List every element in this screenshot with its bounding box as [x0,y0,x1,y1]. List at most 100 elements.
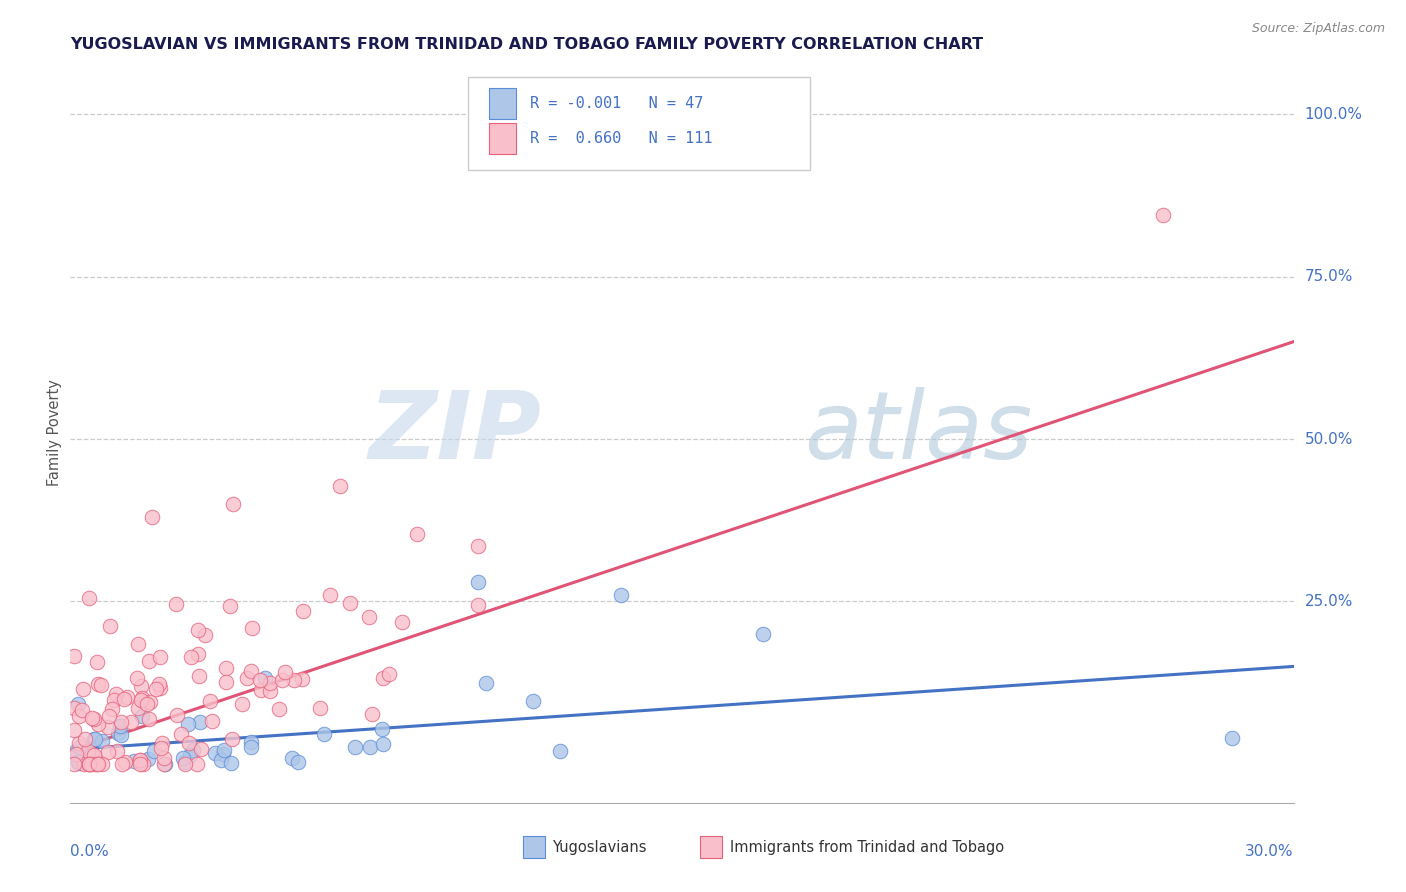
Point [76,744,98,758]
Text: 0.0%: 0.0% [70,844,110,858]
Point [138,654,160,668]
Point [269,702,291,716]
Text: 75.0%: 75.0% [1305,269,1353,285]
Point [378,667,401,681]
Point [125,671,148,685]
Point [180,649,202,664]
Point [127,637,149,651]
Point [319,588,342,602]
Point [97,720,120,734]
Point [67,756,90,770]
Text: atlas: atlas [804,387,1032,478]
Point [188,714,211,729]
Point [177,716,200,731]
Point [467,539,489,553]
Point [110,715,132,730]
Point [188,669,211,683]
Point [136,751,159,765]
Point [77,745,100,759]
Point [87,756,110,771]
Point [86,655,108,669]
Point [127,701,149,715]
Point [136,697,159,711]
Point [128,753,150,767]
Point [104,687,127,701]
Point [63,649,86,664]
Point [172,751,194,765]
Point [173,755,195,769]
Point [329,479,352,493]
Point [187,624,209,638]
Point [209,753,232,767]
Point [115,690,138,704]
Point [145,681,167,696]
Point [97,708,120,723]
Point [90,734,112,748]
Point [259,684,281,698]
Point [75,732,97,747]
Point [177,736,200,750]
Point [186,756,208,771]
Bar [523,836,546,858]
Point [77,756,100,771]
Point [1220,731,1243,745]
Point [110,728,132,742]
Point [131,691,153,706]
Point [65,743,87,757]
Point [148,677,170,691]
Point [391,615,413,629]
Point [86,717,108,731]
Point [138,695,160,709]
FancyBboxPatch shape [468,78,810,169]
Point [752,627,775,641]
Point [287,755,309,769]
Point [249,673,271,687]
Point [134,695,156,709]
Bar [700,836,723,858]
Point [153,756,176,771]
Text: Source: ZipAtlas.com: Source: ZipAtlas.com [1251,22,1385,36]
Point [219,599,242,613]
Bar [489,87,516,119]
Point [132,695,155,709]
Point [283,673,305,687]
Point [467,598,489,612]
Point [107,726,129,740]
Point [77,591,100,605]
Point [77,756,100,771]
Point [222,497,245,511]
Point [201,714,224,728]
Point [271,673,294,688]
Point [105,744,128,758]
Point [120,714,142,729]
Point [143,744,166,758]
Point [122,754,145,768]
Point [66,697,89,711]
Point [141,510,163,524]
Point [221,731,243,746]
Point [86,756,108,771]
Point [63,700,86,714]
Point [308,701,330,715]
Point [69,740,91,755]
Point [79,756,101,771]
Point [114,756,136,770]
Point [359,739,381,754]
Point [240,740,263,755]
Point [239,735,262,749]
Point [112,692,135,706]
Point [153,751,176,765]
Point [371,671,394,685]
Point [149,649,172,664]
Text: R = -0.001   N = 47: R = -0.001 N = 47 [530,95,703,111]
Text: YUGOSLAVIAN VS IMMIGRANTS FROM TRINIDAD AND TOBAGO FAMILY POVERTY CORRELATION CH: YUGOSLAVIAN VS IMMIGRANTS FROM TRINIDAD … [70,37,983,52]
Point [111,756,134,771]
Point [132,756,155,771]
Point [274,665,297,680]
Point [187,648,209,662]
Point [174,756,197,771]
Point [101,701,124,715]
Point [108,719,131,733]
Point [240,621,263,635]
Text: R =  0.660   N = 111: R = 0.660 N = 111 [530,131,713,146]
